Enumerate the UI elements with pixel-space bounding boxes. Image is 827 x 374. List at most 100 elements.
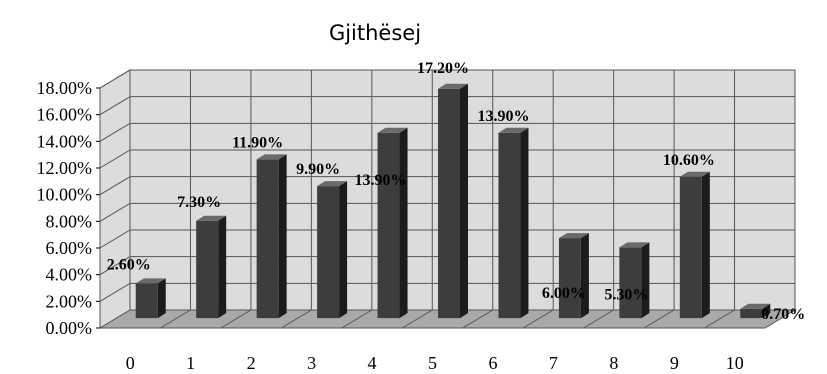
data-label: 11.90% xyxy=(232,134,283,151)
bar-front xyxy=(438,88,460,319)
bar-side xyxy=(762,303,771,319)
bar-side xyxy=(218,215,227,319)
data-label: 13.90% xyxy=(477,108,529,125)
chart-title: Gjithësej xyxy=(329,21,421,45)
x-tick-label: 6 xyxy=(488,353,497,373)
x-axis-tick-labels: 0 1 2 3 4 5 6 7 8 9 10 xyxy=(126,353,744,373)
data-label: 6.00% xyxy=(542,285,586,302)
bar-top xyxy=(679,171,710,177)
bar-front xyxy=(619,247,642,319)
data-label: 7.30% xyxy=(177,194,221,211)
bar xyxy=(377,127,408,319)
bar xyxy=(679,171,710,319)
x-tick-label: 1 xyxy=(186,353,195,373)
bar-side xyxy=(278,154,287,319)
x-tick-label: 5 xyxy=(428,353,437,373)
data-label: 17.20% xyxy=(417,60,469,77)
bar-top xyxy=(558,233,589,239)
bar xyxy=(740,303,771,319)
floor-line xyxy=(704,309,735,329)
data-label: 0.70% xyxy=(761,306,805,323)
floor-line xyxy=(160,309,191,329)
y-tick-label: 16.00% xyxy=(37,105,93,125)
gridline-side xyxy=(99,176,131,196)
floor-line xyxy=(522,309,554,329)
floor-line xyxy=(220,309,252,329)
bar-top xyxy=(377,127,408,133)
bar-side xyxy=(580,233,589,319)
bar-side xyxy=(520,127,529,319)
bar xyxy=(196,215,227,319)
data-label: 10.60% xyxy=(663,152,715,169)
y-tick-label: 14.00% xyxy=(37,131,93,151)
floor-line xyxy=(402,309,433,329)
bar xyxy=(498,127,529,319)
bar-side xyxy=(701,171,710,319)
bar-front xyxy=(256,159,279,319)
x-tick-label: 7 xyxy=(549,353,558,373)
bar-front xyxy=(679,176,702,319)
floor-line xyxy=(281,309,312,329)
bar-top xyxy=(196,215,227,221)
floor-line xyxy=(341,309,373,329)
x-tick-label: 10 xyxy=(726,353,744,373)
y-tick-label: 12.00% xyxy=(37,158,93,178)
bar-front xyxy=(558,238,581,319)
y-tick-label: 18.00% xyxy=(37,78,93,98)
bar xyxy=(438,83,468,319)
x-tick-label: 2 xyxy=(247,353,256,373)
x-tick-label: 8 xyxy=(609,353,618,373)
x-tick-label: 9 xyxy=(670,353,679,373)
bar-top xyxy=(135,278,166,284)
gridline-side xyxy=(99,122,131,142)
gridline-side xyxy=(99,202,131,222)
bar-front xyxy=(196,220,219,319)
bar-front xyxy=(135,283,158,319)
gridline-side xyxy=(99,96,131,116)
floor-line xyxy=(462,309,493,329)
bar-side xyxy=(641,242,650,319)
y-tick-label: 4.00% xyxy=(46,265,93,285)
floor-line xyxy=(583,309,614,329)
bar-front xyxy=(317,186,340,319)
data-label: 5.30% xyxy=(604,286,648,303)
y-tick-label: 2.00% xyxy=(46,291,93,311)
y-tick-label: 10.00% xyxy=(37,185,93,205)
gridline-side xyxy=(99,149,131,169)
bar xyxy=(558,233,589,319)
floor-line xyxy=(643,309,675,329)
bar xyxy=(256,154,287,319)
bar-top xyxy=(256,154,287,160)
gridline-side xyxy=(99,229,131,249)
bar xyxy=(619,242,650,319)
y-axis-tick-labels: 0.00% 2.00% 4.00% 6.00% 8.00% 10.00% 12.00% 14.… xyxy=(37,78,100,338)
bar-top xyxy=(317,181,348,187)
data-label: 9.90% xyxy=(296,161,340,178)
bar-top xyxy=(438,83,468,89)
bar-front xyxy=(740,308,763,319)
y-tick-label: 0.00% xyxy=(46,318,93,338)
data-labels: 2.60% 7.30% 11.90% 9.90% 13.90% 17.20% 13.90% 6… xyxy=(107,60,806,323)
bar-side xyxy=(399,127,408,319)
bar-side xyxy=(157,278,166,319)
bar-side xyxy=(339,181,348,319)
bar-side xyxy=(460,83,468,319)
bar xyxy=(135,278,166,319)
x-tick-label: 0 xyxy=(126,353,135,373)
gridline-side xyxy=(99,282,131,302)
side-wall xyxy=(99,69,131,329)
data-label: 2.60% xyxy=(107,256,151,273)
y-tick-label: 8.00% xyxy=(46,211,93,231)
bar-top xyxy=(619,242,650,248)
bar-top xyxy=(740,303,771,309)
bar-top xyxy=(498,127,529,133)
data-label: 13.90% xyxy=(355,172,407,189)
x-tick-label: 3 xyxy=(307,353,316,373)
bars xyxy=(135,83,771,319)
x-tick-label: 4 xyxy=(368,353,377,373)
bar-front xyxy=(498,132,521,319)
bar-front xyxy=(377,132,400,319)
y-tick-label: 6.00% xyxy=(46,238,93,258)
gridline-side xyxy=(99,69,131,89)
